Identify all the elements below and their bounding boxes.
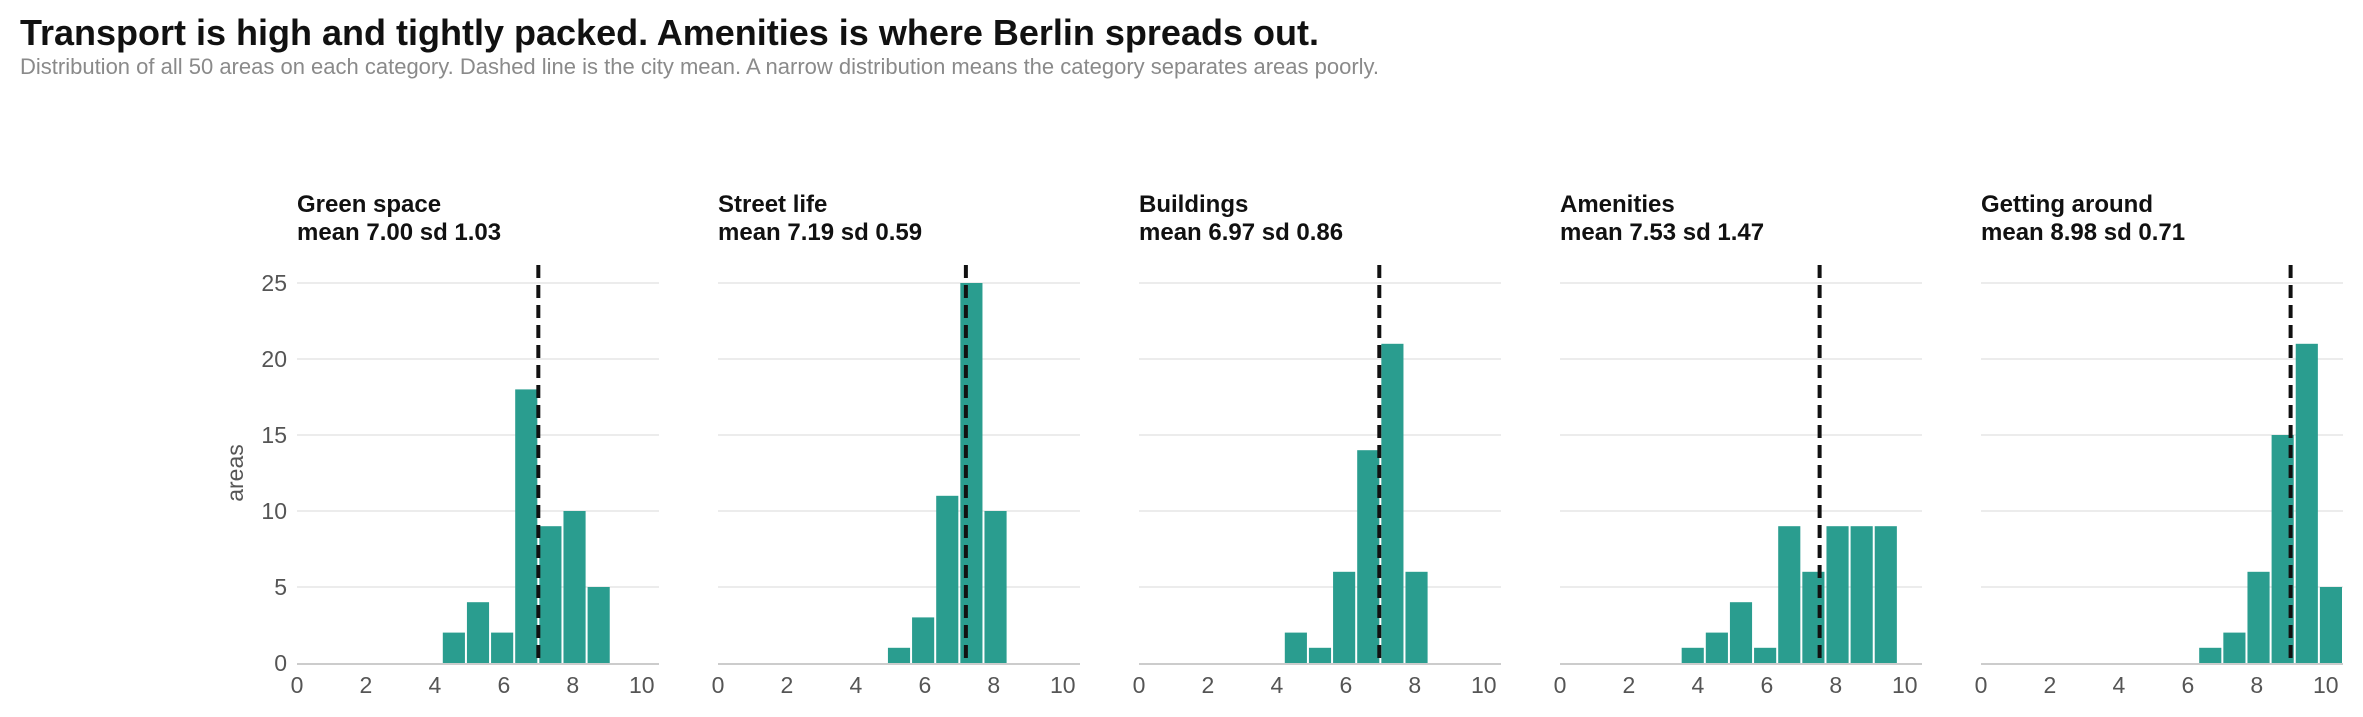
histogram-bar	[563, 511, 586, 663]
histogram-bar	[1778, 526, 1801, 663]
x-tick-label: 10	[1050, 672, 1076, 698]
histogram-bar	[515, 389, 538, 663]
x-tick-label: 2	[2044, 672, 2057, 698]
panel-title-amenities: Amenities	[1560, 191, 1675, 218]
x-tick-label: 8	[1829, 672, 1842, 698]
histogram-bar	[1729, 602, 1753, 663]
histogram-bar	[1381, 343, 1404, 663]
x-tick-label: 8	[1408, 672, 1421, 698]
histogram-bar	[960, 283, 983, 663]
x-tick-label: 4	[1271, 672, 1284, 698]
histogram-bar	[984, 511, 1007, 663]
panel-title-street-life: Street life	[718, 191, 827, 218]
x-tick-label: 0	[1554, 672, 1567, 698]
panel-stats-buildings: mean 6.97 sd 0.86	[1139, 219, 1343, 246]
x-tick-label: 2	[781, 672, 794, 698]
x-tick-label: 10	[629, 672, 655, 698]
panel-stats-getting-around: mean 8.98 sd 0.71	[1981, 219, 2185, 246]
panel-stats-green-space: mean 7.00 sd 1.03	[297, 219, 501, 246]
x-tick-label: 0	[1975, 672, 1988, 698]
panel-stats-street-life: mean 7.19 sd 0.59	[718, 219, 922, 246]
y-tick-label: 10	[261, 498, 287, 524]
x-tick-label: 10	[1471, 672, 1497, 698]
x-tick-label: 8	[566, 672, 579, 698]
histogram-bar	[491, 632, 514, 663]
histogram-bar	[1826, 526, 1849, 663]
x-tick-label: 8	[2250, 672, 2263, 698]
x-tick-label: 8	[987, 672, 1000, 698]
x-tick-label: 6	[1760, 672, 1773, 698]
x-tick-label: 10	[1892, 672, 1918, 698]
histogram-bar	[1754, 647, 1777, 663]
y-axis-label: areas	[222, 444, 248, 502]
x-tick-label: 4	[1692, 672, 1705, 698]
y-tick-label: 20	[261, 346, 287, 372]
y-tick-label: 25	[261, 270, 287, 296]
x-tick-label: 6	[497, 672, 510, 698]
x-tick-label: 4	[429, 672, 442, 698]
histogram-bar	[2295, 343, 2318, 663]
histogram-bar	[442, 632, 465, 663]
histogram-bar	[912, 617, 935, 663]
y-tick-label: 5	[274, 574, 287, 600]
x-tick-label: 10	[2313, 672, 2339, 698]
histogram-bar	[587, 587, 610, 663]
histogram-bar	[2271, 435, 2294, 663]
x-tick-label: 2	[1623, 672, 1636, 698]
histogram-bar	[1333, 571, 1356, 663]
histogram-bar	[2247, 571, 2270, 663]
histogram-bar	[1874, 526, 1897, 663]
x-tick-label: 0	[1133, 672, 1146, 698]
x-tick-label: 6	[1339, 672, 1352, 698]
histogram-bar	[887, 647, 911, 663]
panel-title-getting-around: Getting around	[1981, 191, 2153, 218]
histogram-bar	[936, 495, 959, 663]
y-tick-label: 15	[261, 422, 287, 448]
histogram-bar	[1405, 571, 1428, 663]
x-tick-label: 2	[360, 672, 373, 698]
histogram-bar	[2199, 647, 2222, 663]
panel-stats-amenities: mean 7.53 sd 1.47	[1560, 219, 1764, 246]
y-tick-label: 0	[274, 650, 287, 676]
panel-title-green-space: Green space	[297, 191, 441, 218]
histogram-bar	[1681, 647, 1704, 663]
histogram-bar	[2319, 587, 2342, 663]
x-tick-label: 4	[2113, 672, 2126, 698]
chart-title: Transport is high and tightly packed. Am…	[20, 12, 1319, 53]
histogram-bar	[1284, 632, 1307, 663]
x-tick-label: 6	[918, 672, 931, 698]
histogram-bar	[1308, 647, 1332, 663]
histogram-bar	[539, 526, 562, 663]
x-tick-label: 4	[850, 672, 863, 698]
x-tick-label: 2	[1202, 672, 1215, 698]
histogram-bar	[466, 602, 490, 663]
histogram-bar	[1357, 450, 1380, 663]
histogram-bar	[2223, 632, 2246, 663]
panel-title-buildings: Buildings	[1139, 191, 1248, 218]
histogram-bar	[1850, 526, 1873, 663]
x-tick-label: 6	[2181, 672, 2194, 698]
chart-subtitle: Distribution of all 50 areas on each cat…	[20, 54, 1380, 79]
x-tick-label: 0	[291, 672, 304, 698]
x-tick-label: 0	[712, 672, 725, 698]
histogram-bar	[1705, 632, 1728, 663]
